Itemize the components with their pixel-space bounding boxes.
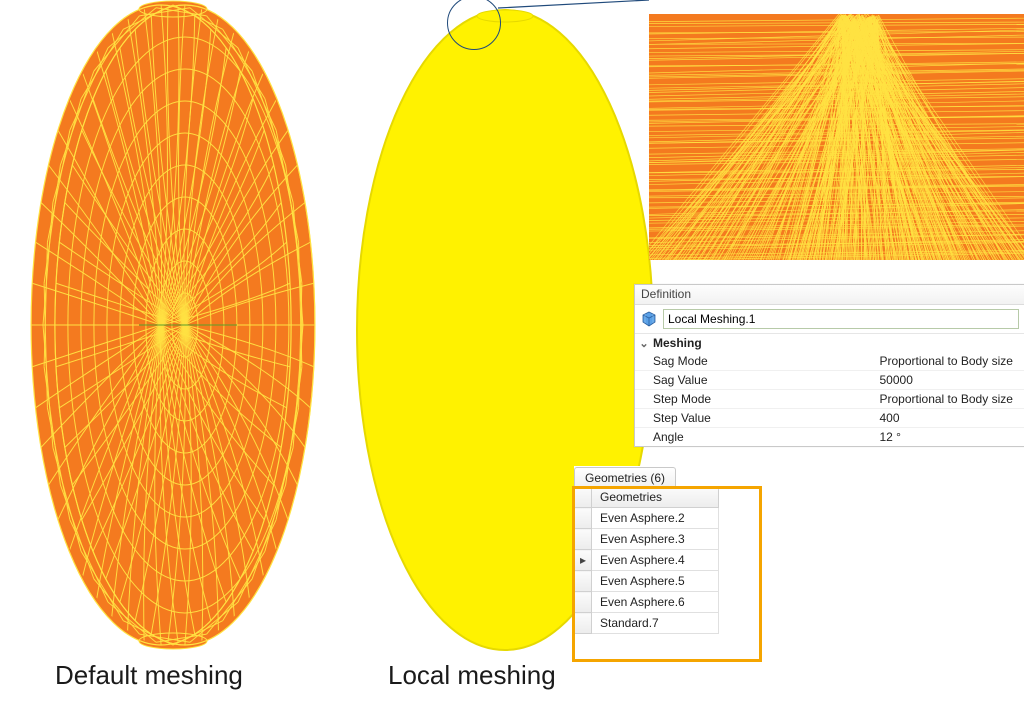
property-label: Sag Value — [635, 371, 874, 389]
table-row[interactable]: Even Asphere.2 — [575, 508, 719, 529]
table-row[interactable]: ▸Even Asphere.4 — [575, 550, 719, 571]
property-row[interactable]: Step Value400 — [635, 408, 1024, 427]
property-row[interactable]: Sag Value50000 — [635, 370, 1024, 389]
table-row[interactable]: Even Asphere.3 — [575, 529, 719, 550]
default-meshing-render — [10, 0, 320, 650]
mesh-cube-icon — [641, 311, 657, 327]
figure-stage: Definition ⌄ Meshing Sag ModeProportiona… — [0, 0, 1024, 714]
row-marker — [575, 613, 592, 634]
property-row[interactable]: Step ModeProportional to Body size — [635, 389, 1024, 408]
geometries-panel: Geometries (6) Geometries Even Asphere.2… — [574, 466, 764, 634]
row-marker: ▸ — [575, 550, 592, 571]
geometries-rowheader-blank — [575, 487, 592, 508]
property-row[interactable]: Angle12 ° — [635, 427, 1024, 446]
property-value[interactable]: Proportional to Body size — [874, 352, 1024, 370]
property-value[interactable]: 50000 — [874, 371, 1024, 389]
table-row[interactable]: Even Asphere.6 — [575, 592, 719, 613]
definition-name-row — [635, 305, 1024, 334]
property-label: Angle — [635, 428, 874, 446]
row-marker — [575, 592, 592, 613]
geometries-header[interactable]: Geometries — [592, 487, 719, 508]
definition-panel: Definition ⌄ Meshing Sag ModeProportiona… — [634, 284, 1024, 447]
property-group-row[interactable]: ⌄ Meshing — [635, 334, 1024, 352]
row-marker — [575, 529, 592, 550]
geometries-tab[interactable]: Geometries (6) — [574, 467, 676, 487]
geometry-name-cell[interactable]: Standard.7 — [592, 613, 719, 634]
table-row[interactable]: Even Asphere.5 — [575, 571, 719, 592]
property-label: Sag Mode — [635, 352, 874, 370]
property-value[interactable]: 400 — [874, 409, 1024, 427]
geometry-name-cell[interactable]: Even Asphere.3 — [592, 529, 719, 550]
definition-panel-title: Definition — [635, 285, 1024, 305]
geometry-name-cell[interactable]: Even Asphere.2 — [592, 508, 719, 529]
caption-local-meshing: Local meshing — [388, 660, 556, 691]
geometry-name-cell[interactable]: Even Asphere.6 — [592, 592, 719, 613]
property-value[interactable]: 12 ° — [874, 428, 1024, 446]
chevron-down-icon: ⌄ — [639, 337, 649, 350]
property-grid: ⌄ Meshing Sag ModeProportional to Body s… — [635, 334, 1024, 446]
geometry-name-cell[interactable]: Even Asphere.4 — [592, 550, 719, 571]
property-row[interactable]: Sag ModeProportional to Body size — [635, 352, 1024, 370]
table-row[interactable]: Standard.7 — [575, 613, 719, 634]
property-label: Step Mode — [635, 390, 874, 408]
property-group-label: Meshing — [653, 336, 702, 350]
row-marker — [575, 508, 592, 529]
caption-default-meshing: Default meshing — [55, 660, 243, 691]
row-marker — [575, 571, 592, 592]
property-label: Step Value — [635, 409, 874, 427]
geometry-name-cell[interactable]: Even Asphere.5 — [592, 571, 719, 592]
definition-name-input[interactable] — [663, 309, 1019, 329]
property-value[interactable]: Proportional to Body size — [874, 390, 1024, 408]
geometries-table: Geometries Even Asphere.2Even Asphere.3▸… — [574, 486, 719, 634]
zoom-inset-render — [649, 0, 1024, 260]
